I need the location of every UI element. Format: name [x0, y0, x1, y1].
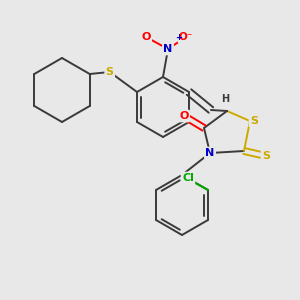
Text: O: O	[179, 111, 189, 121]
Text: S: S	[106, 67, 114, 77]
Text: +: +	[175, 33, 182, 42]
Text: Cl: Cl	[182, 173, 194, 183]
Text: S: S	[250, 116, 258, 126]
Text: O⁻: O⁻	[179, 32, 193, 42]
Text: O: O	[141, 32, 151, 42]
Text: N: N	[164, 44, 172, 54]
Text: S: S	[262, 151, 270, 161]
Text: N: N	[206, 148, 214, 158]
Text: H: H	[221, 94, 229, 104]
